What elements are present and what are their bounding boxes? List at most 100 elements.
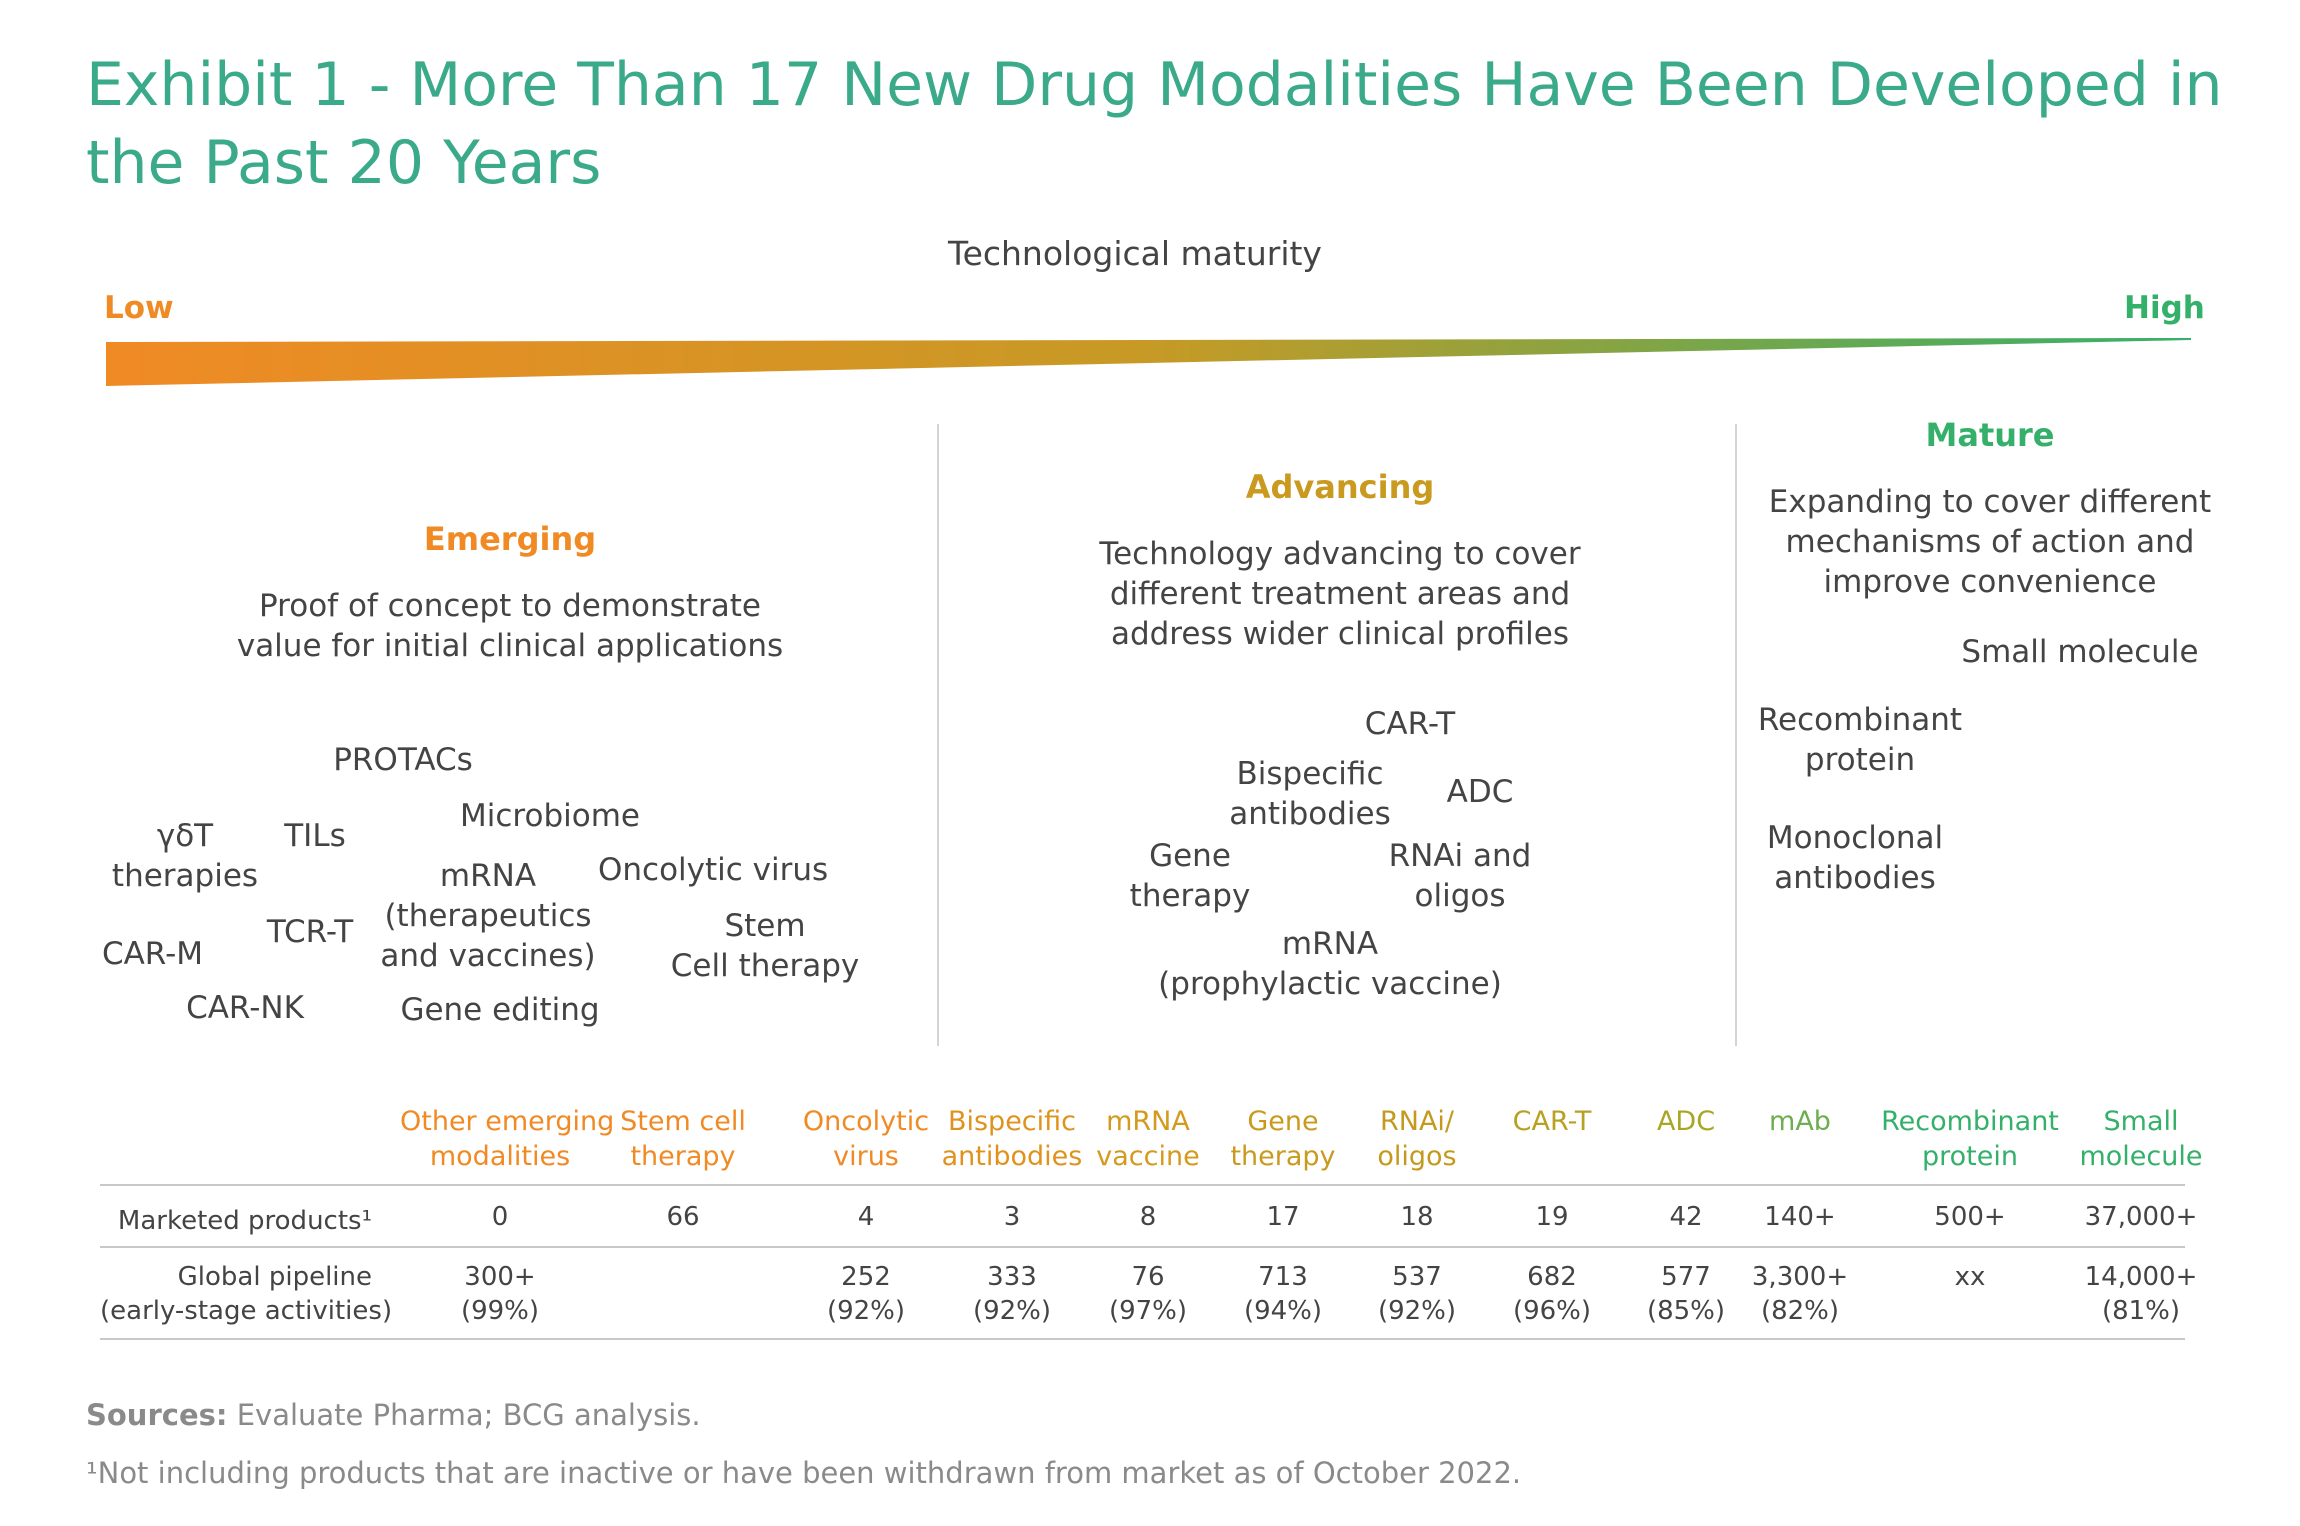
item-mrna-line-2: (therapeutics bbox=[384, 898, 592, 934]
col-header-line-2: antibodies bbox=[941, 1141, 1083, 1172]
page-title: Exhibit 1 - More Than 17 New Drug Modali… bbox=[86, 50, 2223, 198]
item-bispecific-line-2: antibodies bbox=[1229, 796, 1391, 832]
item-mrna-prophylactic-line-1: mRNA bbox=[1281, 926, 1379, 962]
cell-marketed-products: 8 bbox=[1139, 1202, 1157, 1232]
cell-marketed-products: 19 bbox=[1535, 1202, 1569, 1232]
col-header-line-1: ADC bbox=[1656, 1106, 1716, 1137]
cell-marketed-products: 140+ bbox=[1764, 1202, 1836, 1232]
item-rnai-line-2: oligos bbox=[1414, 878, 1506, 914]
cell-pipeline-count: 252 bbox=[841, 1262, 891, 1292]
cell-pipeline-share: (99%) bbox=[460, 1296, 540, 1326]
col-header-line-2: protein bbox=[1922, 1141, 2018, 1172]
cell-pipeline-share: (92%) bbox=[972, 1296, 1052, 1326]
item-protacs: PROTACs bbox=[333, 742, 473, 778]
cell-marketed-products: 37,000+ bbox=[2084, 1202, 2198, 1232]
advancing-heading: Advancing bbox=[1245, 468, 1435, 506]
item-tcr-t: TCR-T bbox=[266, 914, 354, 950]
item-stem-line-2: Cell therapy bbox=[670, 948, 860, 984]
col-header-line-1: Oncolytic bbox=[802, 1106, 930, 1137]
item-stem-line-1: Stem bbox=[724, 908, 806, 944]
item-small-molecule: Small molecule bbox=[1961, 634, 2199, 670]
cell-pipeline-share: (94%) bbox=[1243, 1296, 1323, 1326]
cell-pipeline-share: (97%) bbox=[1108, 1296, 1188, 1326]
cell-pipeline-count: xx bbox=[1954, 1262, 1986, 1292]
col-header-line-2: virus bbox=[833, 1141, 899, 1172]
advancing-desc-line-2: different treatment areas and bbox=[1109, 576, 1571, 612]
sources-line: Sources: Evaluate Pharma; BCG analysis. bbox=[86, 1398, 701, 1432]
scale-label: Technological maturity bbox=[948, 234, 1322, 273]
sources-text: Evaluate Pharma; BCG analysis. bbox=[227, 1398, 701, 1432]
col-header-line-2: oligos bbox=[1377, 1141, 1457, 1172]
col-header-line-1: Recombinant bbox=[1881, 1106, 2059, 1137]
cell-pipeline-share: (82%) bbox=[1760, 1296, 1840, 1326]
advancing-desc-line-3: address wider clinical profiles bbox=[1110, 616, 1570, 652]
row-label-marketed-products: Marketed products¹ bbox=[117, 1206, 372, 1236]
item-gdt-line-2: therapies bbox=[111, 858, 259, 894]
item-monoclonal-line-1: Monoclonal bbox=[1766, 820, 1944, 856]
cell-pipeline-share: (92%) bbox=[1377, 1296, 1457, 1326]
mature-heading: Mature bbox=[1925, 416, 2055, 454]
item-monoclonal-line-2: antibodies bbox=[1774, 860, 1936, 896]
cell-marketed-products: 18 bbox=[1400, 1202, 1434, 1232]
item-microbiome: Microbiome bbox=[460, 798, 640, 834]
divider-advancing-mature bbox=[1735, 424, 1737, 1046]
col-header-line-1: mRNA bbox=[1106, 1106, 1190, 1137]
col-header-line-2: modalities bbox=[429, 1141, 571, 1172]
mature-desc-line-2: mechanisms of action and bbox=[1785, 524, 2195, 560]
cell-pipeline-share: (92%) bbox=[826, 1296, 906, 1326]
cell-marketed-products: 3 bbox=[1003, 1202, 1021, 1232]
item-bispecific-line-1: Bispecific bbox=[1236, 756, 1384, 792]
item-gdt-line-1: γδT bbox=[156, 818, 214, 854]
col-header-line-2: molecule bbox=[2079, 1141, 2203, 1172]
cell-pipeline-count: 537 bbox=[1392, 1262, 1442, 1292]
cell-marketed-products: 66 bbox=[666, 1202, 700, 1232]
maturity-gradient-wedge bbox=[106, 338, 2191, 386]
cell-pipeline-share: (85%) bbox=[1646, 1296, 1726, 1326]
cell-pipeline-count: 713 bbox=[1258, 1262, 1308, 1292]
mature-desc-line-1: Expanding to cover different bbox=[1768, 484, 2212, 520]
item-recombinant-line-2: protein bbox=[1804, 742, 1916, 778]
item-mrna-prophylactic-line-2: (prophylactic vaccine) bbox=[1158, 966, 1502, 1002]
table-rule-bottom bbox=[100, 1338, 2185, 1340]
cell-pipeline-count: 14,000+ bbox=[2084, 1262, 2198, 1292]
item-rnai-line-1: RNAi and bbox=[1388, 838, 1532, 874]
cell-marketed-products: 42 bbox=[1669, 1202, 1703, 1232]
col-header-line-2: vaccine bbox=[1096, 1141, 1200, 1172]
cell-pipeline-count: 333 bbox=[987, 1262, 1037, 1292]
item-car-t: CAR-T bbox=[1364, 706, 1456, 742]
col-header-line-1: Other emerging bbox=[400, 1106, 615, 1137]
scale-low-label: Low bbox=[104, 290, 174, 326]
col-header-line-1: Gene bbox=[1247, 1106, 1319, 1137]
cell-pipeline-share: (96%) bbox=[1512, 1296, 1592, 1326]
cell-marketed-products: 4 bbox=[857, 1202, 875, 1232]
item-mrna-line-3: and vaccines) bbox=[380, 938, 596, 974]
item-adc: ADC bbox=[1446, 774, 1514, 810]
cell-pipeline-share: (81%) bbox=[2101, 1296, 2181, 1326]
row-label-global-pipeline-line-2: (early-stage activities) bbox=[100, 1296, 393, 1326]
item-gene-editing: Gene editing bbox=[400, 992, 600, 1028]
cell-marketed-products: 500+ bbox=[1934, 1202, 2006, 1232]
col-header-line-1: Small bbox=[2103, 1106, 2179, 1137]
emerging-desc-line-2: value for initial clinical applications bbox=[236, 628, 784, 664]
item-car-nk: CAR-NK bbox=[186, 990, 304, 1026]
scale-high-label: High bbox=[2124, 290, 2205, 326]
row-label-global-pipeline-line-1: Global pipeline bbox=[177, 1262, 372, 1292]
emerging-heading: Emerging bbox=[423, 520, 597, 558]
item-car-m: CAR-M bbox=[101, 936, 204, 972]
col-header-line-1: CAR-T bbox=[1512, 1106, 1592, 1137]
cell-marketed-products: 17 bbox=[1266, 1202, 1300, 1232]
table-rule-middle bbox=[100, 1246, 2185, 1248]
advancing-desc-line-1: Technology advancing to cover bbox=[1099, 536, 1581, 572]
divider-emerging-advancing bbox=[937, 424, 939, 1046]
cell-pipeline-count: 300+ bbox=[464, 1262, 536, 1292]
item-tils: TILs bbox=[284, 818, 346, 854]
cell-pipeline-count: 682 bbox=[1527, 1262, 1577, 1292]
sources-label: Sources: bbox=[86, 1398, 228, 1432]
col-header-line-1: Bispecific bbox=[947, 1106, 1077, 1137]
col-header-line-2: therapy bbox=[1230, 1141, 1336, 1172]
table-rule-top bbox=[100, 1184, 2185, 1186]
mature-desc-line-3: improve convenience bbox=[1823, 564, 2157, 600]
col-header-line-1: mAb bbox=[1769, 1106, 1831, 1137]
cell-pipeline-count: 577 bbox=[1661, 1262, 1711, 1292]
cell-marketed-products: 0 bbox=[491, 1202, 509, 1232]
